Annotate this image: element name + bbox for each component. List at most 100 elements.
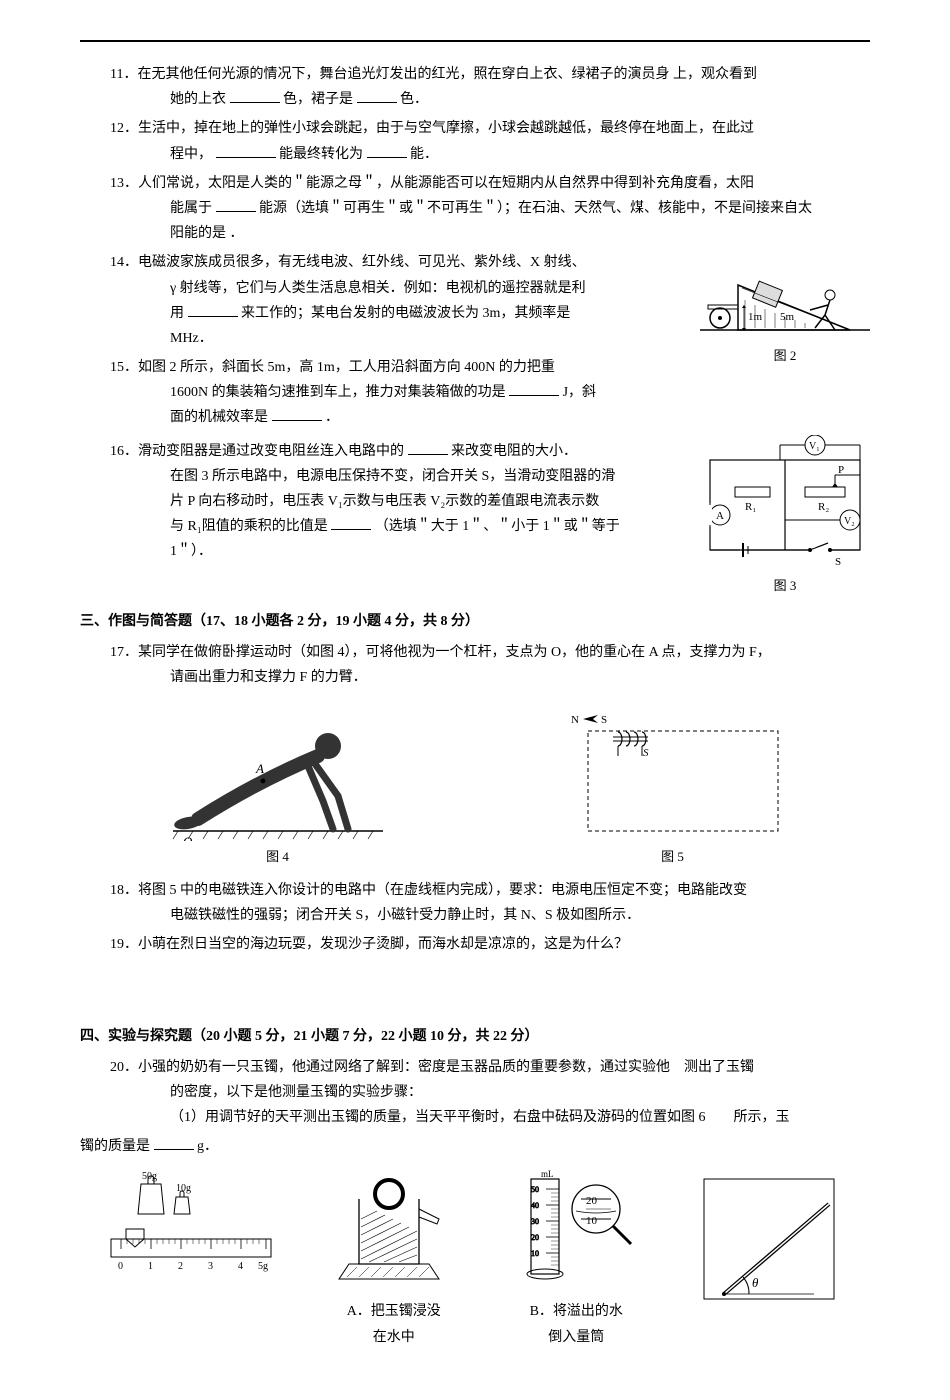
svg-text:S: S [835, 556, 841, 568]
svg-text:40: 40 [531, 1201, 539, 1210]
svg-text:S: S [643, 747, 649, 759]
blank [216, 143, 276, 158]
svg-text:θ: θ [752, 1275, 759, 1290]
q16-line1a: 16．滑动变阻器是通过改变电阻丝连入电路中的 [110, 444, 404, 459]
question-19: 19．小萌在烈日当空的海边玩耍，发现沙子烫脚，而海水却是凉凉的，这是为什么？ [110, 932, 870, 957]
q12-line2c: 能． [410, 147, 438, 162]
svg-text:30: 30 [531, 1217, 539, 1226]
section-3-title: 三、作图与简答题（17、18 小题各 2 分，19 小题 4 分，共 8 分） [80, 609, 870, 634]
blank [272, 406, 322, 421]
q16-line1b: 来改变电阻的大小． [451, 444, 577, 459]
q16-line4a: 与 R₁阻值的乘积的比值是 [170, 519, 328, 534]
q13-line2b: 能源（选填＂可再生＂或＂不可再生＂）；在石油、天然气、煤、核能中，不是间接来自太 [259, 201, 812, 216]
q15-line1: 15．如图 2 所示，斜面长 5m，高 1m，工人用沿斜面方向 400N 的力把… [110, 360, 555, 375]
q13-line3a: 阳能的是 [170, 226, 226, 241]
question-11: 11．在无其他任何光源的情况下，舞台追光灯发出的红光，照在穿白上衣、绿裙子的演员… [110, 62, 870, 112]
q18-line2: 电磁铁磁性的强弱；闭合开关 S，小磁针受力静止时，其 N、S 极如图所示． [170, 908, 640, 923]
blank [331, 515, 371, 530]
blank [408, 440, 448, 455]
q20-line4a: 镯的质量是 [80, 1139, 150, 1154]
q20-line4: 镯的质量是 g． [80, 1134, 870, 1159]
svg-text:10g: 10g [176, 1183, 191, 1194]
svg-text:10: 10 [531, 1249, 539, 1258]
q20-line4b: g． [197, 1139, 218, 1154]
svg-text:O: O [183, 834, 193, 841]
q13-line1: 13．人们常说，太阳是人类的＂能源之母＂，从能源能否可以在短期内从自然界中得到补… [110, 176, 754, 191]
figure-overflow-a: A．把玉镯浸没 在水中 [329, 1169, 459, 1349]
svg-text:P: P [838, 464, 844, 476]
svg-text:S: S [601, 714, 607, 726]
figure-2: 1m 5m 图 2 [700, 250, 870, 367]
q12-line1: 12．生活中，掉在地上的弹性小球会跳起，由于与空气摩擦，小球会越跳越低，最终停在… [110, 121, 754, 136]
blank [367, 143, 407, 158]
q15-line3b: ． [325, 410, 339, 425]
q20-line1: 20．小强的奶奶有一只玉镯，他通过网络了解到：密度是玉器品质的重要参数，通过实验… [110, 1060, 754, 1075]
q14-line2: γ 射线等，它们与人类生活息息相关．例如：电视机的遥控器就是利 [170, 281, 586, 296]
q16-line4b: （选填＂大于 1＂、＂小于 1＂或＂等于 [375, 519, 620, 534]
q11-line2b: 色，裙子是 [283, 92, 353, 107]
svg-text:10: 10 [586, 1215, 598, 1227]
q13-line2a: 能属于 [170, 201, 212, 216]
figure-5: N S S 图 5 [563, 701, 783, 868]
blank [188, 302, 238, 317]
fig-b-cap2: 倒入量筒 [511, 1325, 641, 1350]
figure-cylinder-b: mL 50 40 30 20 10 [511, 1169, 641, 1349]
q14-line1: 14．电磁波家族成员很多，有无线电波、红外线、可见光、紫外线、X 射线、 [110, 255, 586, 270]
blank [230, 88, 280, 103]
label-5m: 5m [780, 311, 795, 323]
svg-text:50g: 50g [142, 1171, 157, 1182]
fig2-caption: 图 2 [700, 344, 870, 367]
question-18: 18．将图 5 中的电磁铁连入你设计的电路中（在虚线框内完成），要求：电源电压恒… [110, 878, 870, 928]
fig4-caption: 图 4 [168, 845, 388, 868]
q14-line4: MHz． [170, 331, 213, 346]
q20-line2: 的密度，以下是他测量玉镯的实验步骤： [170, 1085, 422, 1100]
fig-a-cap1: A．把玉镯浸没 [329, 1299, 459, 1324]
q12-line2a: 程中， [170, 147, 212, 162]
svg-text:1: 1 [148, 1261, 153, 1272]
q12-line2b: 能最终转化为 [279, 147, 363, 162]
svg-text:mL: mL [541, 1169, 554, 1179]
svg-text:20: 20 [531, 1233, 539, 1242]
q20-figures-row: 50g 10g [80, 1169, 870, 1349]
q16-line3: 片 P 向右移动时，电压表 V₁示数与电压表 V₂示数的差值跟电流表示数 [170, 494, 599, 509]
question-17: 17．某同学在做俯卧撑运动时（如图 4），可将他视为一个杠杆，支点为 O，他的重… [110, 640, 870, 690]
q14-line3a: 用 [170, 306, 184, 321]
svg-text:5g: 5g [258, 1261, 268, 1272]
q14-line3b: 来工作的；某电台发射的电磁波波长为 3m，其频率是 [241, 306, 570, 321]
q20-line3: （1）用调节好的天平测出玉镯的质量，当天平平衡时，右盘中砝码及游码的位置如图 6… [170, 1110, 790, 1125]
blank [216, 197, 256, 212]
q17-line2: 请画出重力和支撑力 F 的力臂． [170, 670, 367, 685]
svg-text:A: A [255, 761, 264, 776]
label-1m: 1m [748, 311, 763, 323]
q11-line2a: 她的上衣 [170, 92, 226, 107]
question-12: 12．生活中，掉在地上的弹性小球会跳起，由于与空气摩擦，小球会越跳越低，最终停在… [110, 116, 870, 166]
figure-balance: 50g 10g [106, 1169, 276, 1279]
svg-text:4: 4 [238, 1261, 243, 1272]
svg-text:3: 3 [208, 1261, 213, 1272]
figure-4: A O 图 4 [168, 711, 388, 868]
figure-angle: θ [694, 1169, 844, 1309]
q15-line2a: 1600N 的集装箱匀速推到车上，推力对集装箱做的功是 [170, 385, 506, 400]
fig-a-cap2: 在水中 [329, 1325, 459, 1350]
fig5-caption: 图 5 [563, 845, 783, 868]
question-13: 13．人们常说，太阳是人类的＂能源之母＂，从能源能否可以在短期内从自然界中得到补… [110, 171, 870, 247]
svg-text:V₂: V₂ [844, 516, 855, 527]
q19-line1: 19．小萌在烈日当空的海边玩耍，发现沙子烫脚，而海水却是凉凉的，这是为什么？ [110, 937, 628, 952]
q13-line3b: ． [230, 226, 244, 241]
q16-line2: 在图 3 所示电路中，电源电压保持不变，闭合开关 S，当滑动变阻器的滑 [170, 469, 615, 484]
question-20: 20．小强的奶奶有一只玉镯，他通过网络了解到：密度是玉器品质的重要参数，通过实验… [110, 1055, 870, 1131]
fig3-caption: 图 3 [700, 574, 870, 597]
svg-text:50: 50 [531, 1185, 539, 1194]
q11-line1: 11．在无其他任何光源的情况下，舞台追光灯发出的红光，照在穿白上衣、绿裙子的演员… [110, 67, 757, 82]
svg-text:2: 2 [178, 1261, 183, 1272]
q15-line3a: 面的机械效率是 [170, 410, 268, 425]
q17-line1: 17．某同学在做俯卧撑运动时（如图 4），可将他视为一个杠杆，支点为 O，他的重… [110, 645, 771, 660]
blank [357, 88, 397, 103]
q11-line2c: 色． [400, 92, 428, 107]
top-rule [80, 40, 870, 42]
q18-line1: 18．将图 5 中的电磁铁连入你设计的电路中（在虚线框内完成），要求：电源电压恒… [110, 883, 747, 898]
svg-text:20: 20 [586, 1195, 598, 1207]
blank [154, 1135, 194, 1150]
blank [509, 381, 559, 396]
svg-text:R₂: R₂ [818, 501, 829, 513]
